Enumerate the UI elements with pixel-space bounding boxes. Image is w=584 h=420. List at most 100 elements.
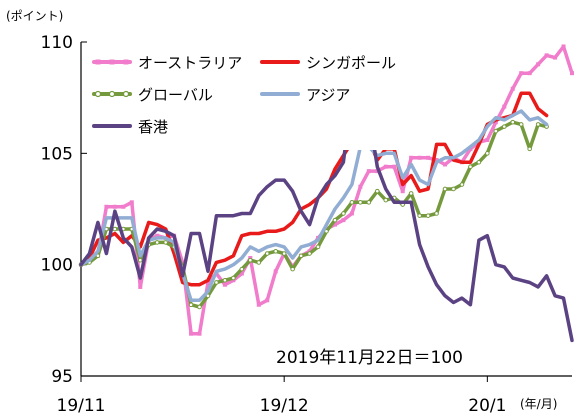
data-point-marker xyxy=(256,302,261,307)
data-point-marker xyxy=(197,331,202,336)
data-point-marker xyxy=(239,266,245,272)
data-point-marker xyxy=(197,304,202,310)
legend-label: オーストラリア xyxy=(138,54,242,72)
data-point-marker xyxy=(451,186,456,192)
legend-marker xyxy=(95,59,101,65)
data-point-marker xyxy=(239,271,244,276)
legend-label: 香港 xyxy=(138,118,168,136)
series-line xyxy=(79,91,549,287)
data-point-marker xyxy=(442,186,448,192)
data-point-marker xyxy=(510,119,516,125)
data-point-marker xyxy=(374,188,380,194)
data-point-marker xyxy=(502,104,507,109)
axes xyxy=(80,42,572,377)
data-point-marker xyxy=(332,217,338,223)
data-point-marker xyxy=(459,182,465,187)
data-point-marker xyxy=(189,331,194,336)
legend-label: シンガポール xyxy=(306,54,396,72)
data-point-marker xyxy=(417,155,422,160)
data-point-marker xyxy=(434,211,439,216)
legend-item: 香港 xyxy=(92,118,168,136)
data-point-marker xyxy=(536,62,541,67)
data-point-marker xyxy=(307,251,312,256)
data-point-marker xyxy=(366,200,372,205)
data-point-marker xyxy=(349,200,355,205)
data-point-marker xyxy=(434,158,439,163)
y-unit-label: (ポイント) xyxy=(6,9,63,23)
data-point-marker xyxy=(425,213,431,218)
data-point-marker xyxy=(281,251,287,256)
data-point-marker xyxy=(510,86,515,91)
data-point-marker xyxy=(358,200,363,205)
data-point-marker xyxy=(493,120,498,125)
data-point-marker xyxy=(273,249,279,254)
data-point-marker xyxy=(544,53,549,58)
data-point-marker xyxy=(137,257,143,263)
y-tick-label: 105 xyxy=(41,144,73,164)
data-point-marker xyxy=(104,204,109,209)
data-point-marker xyxy=(154,240,160,245)
data-point-marker xyxy=(535,122,541,127)
data-point-marker xyxy=(417,213,422,218)
x-ticks: 19/11 19/12 20/1 xyxy=(57,376,506,416)
legend-item: アジア xyxy=(260,86,350,104)
x-tick-label: 19/12 xyxy=(260,396,309,416)
series-line xyxy=(79,91,574,343)
data-point-marker xyxy=(408,191,414,196)
data-point-marker xyxy=(264,251,270,256)
data-point-marker xyxy=(273,269,278,274)
x-tick-label: 20/1 xyxy=(468,396,506,416)
data-point-marker xyxy=(519,71,524,76)
data-point-marker xyxy=(426,155,431,160)
data-point-marker xyxy=(290,266,295,272)
data-point-marker xyxy=(214,280,219,285)
data-point-marker xyxy=(163,240,168,245)
data-point-marker xyxy=(248,257,253,263)
legend-label: アジア xyxy=(306,86,350,104)
x-unit-label: (年/月) xyxy=(520,397,557,411)
legend-item: グローバル xyxy=(92,86,213,104)
data-point-marker xyxy=(527,71,532,76)
legend-marker xyxy=(108,90,116,98)
data-point-marker xyxy=(476,159,482,165)
series-line xyxy=(79,109,549,303)
data-point-marker xyxy=(138,284,143,289)
data-point-marker xyxy=(155,233,160,238)
legend-background xyxy=(86,45,412,150)
legend-item: シンガポール xyxy=(260,54,396,72)
legend-label: グローバル xyxy=(138,86,213,104)
data-point-marker xyxy=(256,260,262,265)
data-point-marker xyxy=(392,164,397,169)
data-point-marker xyxy=(358,184,363,189)
y-tick-label: 95 xyxy=(51,367,73,387)
data-point-marker xyxy=(383,164,388,169)
y-tick-label: 110 xyxy=(41,33,73,53)
data-point-marker xyxy=(265,298,270,303)
data-point-marker xyxy=(553,55,558,60)
data-point-marker xyxy=(570,71,574,76)
data-point-marker xyxy=(95,253,101,259)
data-point-marker xyxy=(400,189,405,194)
data-point-marker xyxy=(188,302,194,308)
data-point-marker xyxy=(332,222,337,227)
data-point-marker xyxy=(231,275,236,281)
data-point-marker xyxy=(501,124,507,129)
data-point-marker xyxy=(222,282,227,287)
data-point-marker xyxy=(383,197,389,203)
x-tick-label: 19/11 xyxy=(57,396,106,416)
data-point-marker xyxy=(527,146,532,152)
data-point-marker xyxy=(205,280,210,285)
legend-marker xyxy=(109,59,115,65)
data-point-marker xyxy=(485,151,490,156)
data-point-marker xyxy=(222,277,228,283)
data-point-marker xyxy=(129,200,134,205)
series-lines xyxy=(78,44,574,343)
data-point-marker xyxy=(121,204,126,209)
y-tick-label: 100 xyxy=(41,256,73,276)
data-point-marker xyxy=(409,155,414,160)
data-point-marker xyxy=(298,253,304,259)
data-point-marker xyxy=(468,164,473,169)
data-point-marker xyxy=(561,44,566,49)
